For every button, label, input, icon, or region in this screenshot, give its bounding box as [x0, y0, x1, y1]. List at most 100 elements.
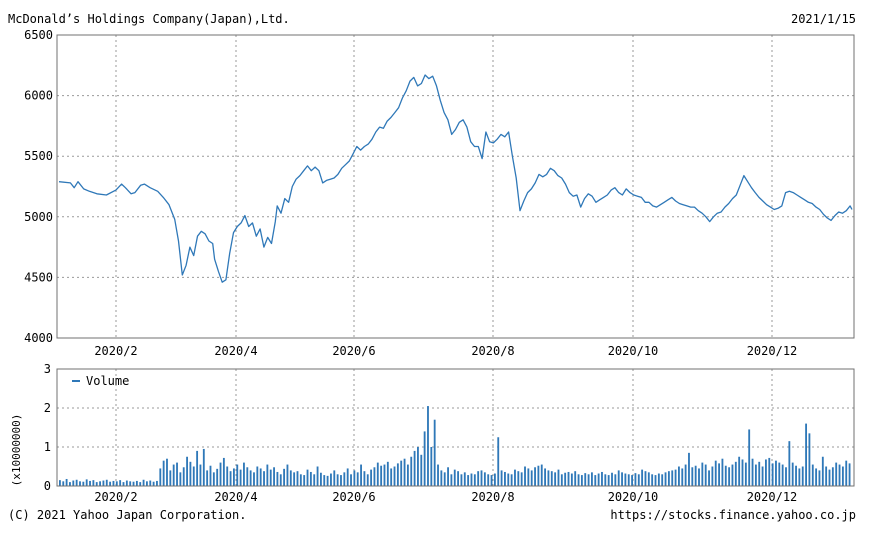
volume-bar: [480, 470, 483, 486]
price-y-tick-3: 5500: [24, 149, 53, 163]
volume-x-tick-0: 2020/2: [94, 490, 137, 504]
volume-bar: [340, 475, 342, 486]
volume-bar: [313, 474, 316, 486]
volume-bar: [624, 473, 627, 486]
volume-bar: [89, 480, 91, 486]
price-y-axis: 4000 4500 5000 5500 6000 6500: [24, 28, 53, 345]
volume-bar: [734, 461, 737, 486]
volume-bar: [323, 475, 326, 486]
volume-bar: [239, 469, 242, 486]
volume-bar: [775, 460, 777, 486]
volume-bar: [169, 470, 172, 486]
volume-bar: [443, 472, 446, 486]
volume-bar: [741, 459, 744, 486]
volume-bar: [447, 467, 449, 486]
volume-bar: [159, 468, 162, 486]
volume-bar: [346, 468, 349, 486]
volume-bar: [554, 472, 557, 486]
volume-bar: [490, 475, 493, 486]
volume-bar: [383, 464, 386, 486]
volume-bar: [487, 474, 490, 486]
volume-bar: [232, 468, 235, 486]
volume-bar: [296, 471, 299, 486]
volume-bar: [634, 473, 637, 486]
volume-bar: [711, 466, 714, 486]
volume-bar: [678, 466, 680, 486]
volume-bar: [263, 471, 265, 486]
volume-bar: [299, 474, 302, 486]
volume-bar: [591, 472, 593, 486]
volume-bar: [149, 480, 152, 486]
volume-bar: [584, 473, 587, 486]
volume-bar: [724, 465, 727, 486]
volume-bar: [798, 468, 801, 486]
volume-bar: [253, 472, 255, 486]
volume-bar: [597, 473, 600, 486]
volume-bar: [59, 480, 61, 486]
volume-bar: [560, 474, 563, 486]
volume-bar: [112, 480, 115, 486]
volume-bar: [196, 450, 199, 486]
volume-bar: [791, 462, 794, 486]
volume-bar: [527, 468, 530, 486]
volume-y-tick-1: 1: [44, 440, 51, 454]
volume-x-tick-3: 2020/8: [471, 490, 514, 504]
volume-bar: [410, 456, 413, 486]
volume-x-tick-4: 2020/10: [608, 490, 659, 504]
volume-bar: [202, 448, 205, 486]
volume-bar: [182, 467, 185, 486]
volume-bar: [199, 464, 202, 486]
volume-y-tick-2: 2: [44, 401, 51, 415]
volume-bar: [186, 456, 188, 486]
volume-bar: [644, 471, 647, 486]
volume-bar: [316, 466, 319, 486]
volume-bar: [82, 481, 85, 486]
price-x-tick-0: 2020/2: [94, 344, 137, 358]
volume-bar: [373, 467, 376, 486]
volume-bar: [142, 479, 145, 486]
volume-bar: [825, 466, 828, 486]
volume-bar: [457, 471, 460, 486]
volume-bar: [778, 462, 781, 486]
volume-bar: [570, 473, 573, 486]
volume-bar: [125, 480, 128, 486]
volume-bar: [785, 467, 787, 486]
price-x-tick-4: 2020/10: [608, 344, 659, 358]
volume-y-tick-0: 0: [44, 479, 51, 493]
volume-bar: [728, 467, 731, 486]
volume-bar: [577, 474, 580, 486]
volume-bar: [748, 429, 751, 486]
volume-bar: [567, 471, 570, 486]
volume-bar: [229, 471, 232, 486]
volume-bar: [189, 461, 192, 486]
volume-bar: [326, 475, 329, 486]
volume-bar: [821, 456, 824, 486]
volume-bar: [319, 472, 322, 486]
volume-bar: [520, 472, 523, 486]
volume-bar: [122, 482, 125, 486]
volume-bar: [604, 474, 607, 486]
volume-bar: [72, 480, 75, 486]
volume-bars: [59, 406, 851, 486]
volume-bar: [216, 468, 219, 486]
volume-bar: [517, 471, 520, 486]
volume-bar: [353, 470, 356, 486]
volume-bar: [69, 482, 71, 486]
price-y-tick-0: 4000: [24, 331, 53, 345]
legend-label: Volume: [86, 374, 129, 388]
volume-bar: [657, 473, 660, 486]
volume-bar: [537, 465, 540, 486]
volume-bar: [269, 469, 272, 486]
volume-bar: [524, 466, 526, 486]
volume-bar: [761, 466, 764, 486]
volume-bar: [500, 470, 503, 486]
volume-bar: [574, 471, 577, 486]
volume-bar: [363, 471, 366, 486]
volume-bar: [206, 470, 209, 486]
volume-bar: [396, 463, 399, 486]
volume-x-tick-2: 2020/6: [332, 490, 375, 504]
volume-bar: [460, 474, 463, 486]
volume-bar: [427, 406, 429, 486]
volume-bar: [667, 471, 670, 486]
source-url[interactable]: https://stocks.finance.yahoo.co.jp: [610, 508, 856, 522]
